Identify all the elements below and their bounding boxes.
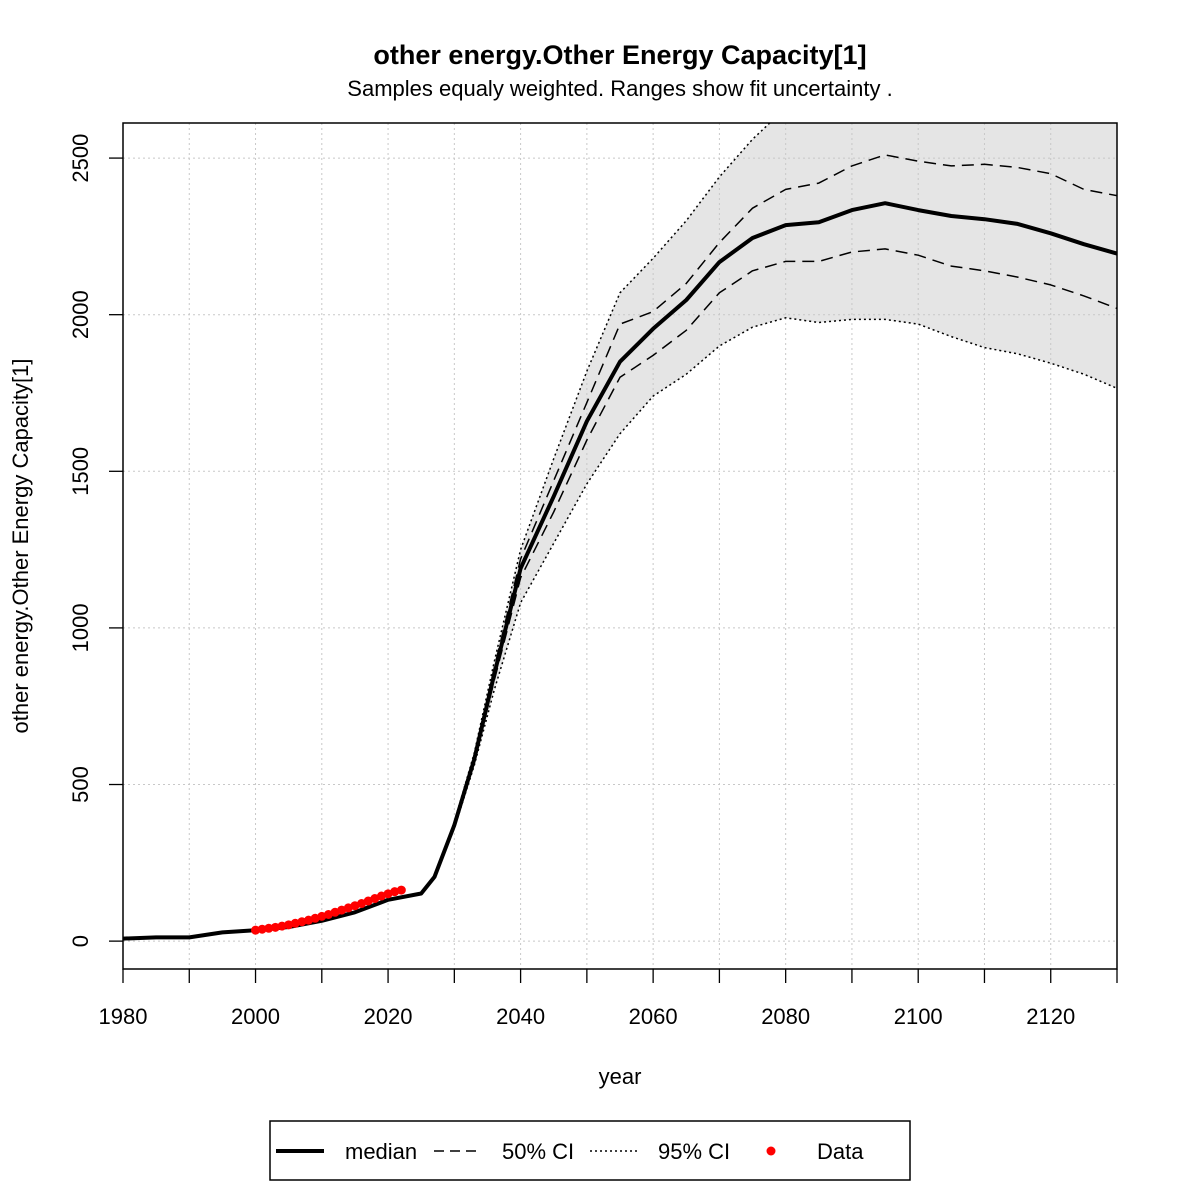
data-point	[396, 885, 406, 895]
x-tick-label: 2040	[496, 1004, 545, 1029]
y-tick-label: 2500	[68, 134, 93, 183]
x-axis-label: year	[599, 1064, 642, 1089]
legend-label: 50% CI	[502, 1139, 574, 1164]
x-tick-label: 2060	[629, 1004, 678, 1029]
y-tick-label: 2000	[68, 290, 93, 339]
data-point	[257, 924, 267, 934]
band-fill	[421, 123, 1117, 894]
axes: 0 500 1000 1500 2000 2500 1980 2000 2020 2040 2060…	[68, 134, 1118, 1029]
y-axis-label: other energy.Other Energy Capacity[1]	[8, 358, 33, 733]
chart-subtitle: Samples equaly weighted. Ranges show fit…	[347, 76, 892, 101]
chart-title: other energy.Other Energy Capacity[1]	[373, 40, 866, 70]
y-tick-label: 1500	[68, 447, 93, 496]
y-tick-label: 1000	[68, 603, 93, 652]
y-tick-label: 500	[68, 766, 93, 803]
x-tick-label: 2000	[231, 1004, 280, 1029]
x-tick-label: 1980	[99, 1004, 148, 1029]
y-tick-label: 0	[68, 935, 93, 947]
ci-line	[420, 317, 1117, 894]
x-tick-label: 2100	[894, 1004, 943, 1029]
legend-symbol	[766, 1146, 776, 1156]
ci-line	[420, 154, 1117, 894]
lines	[123, 123, 1117, 941]
data-point	[251, 925, 261, 935]
x-tick-label: 2080	[761, 1004, 810, 1029]
data-point	[264, 923, 274, 933]
x-tick-label: 2120	[1026, 1004, 1075, 1029]
legend-label: 95% CI	[658, 1139, 730, 1164]
legend: median 50% CI 95% CI Data	[269, 1120, 911, 1181]
legend-label: median	[345, 1139, 417, 1164]
bands	[421, 123, 1117, 894]
grid	[122, 123, 1118, 969]
plot-frame	[122, 122, 1118, 970]
legend-label: Data	[817, 1139, 864, 1164]
ci-line	[420, 248, 1117, 894]
x-tick-label: 2020	[364, 1004, 413, 1029]
